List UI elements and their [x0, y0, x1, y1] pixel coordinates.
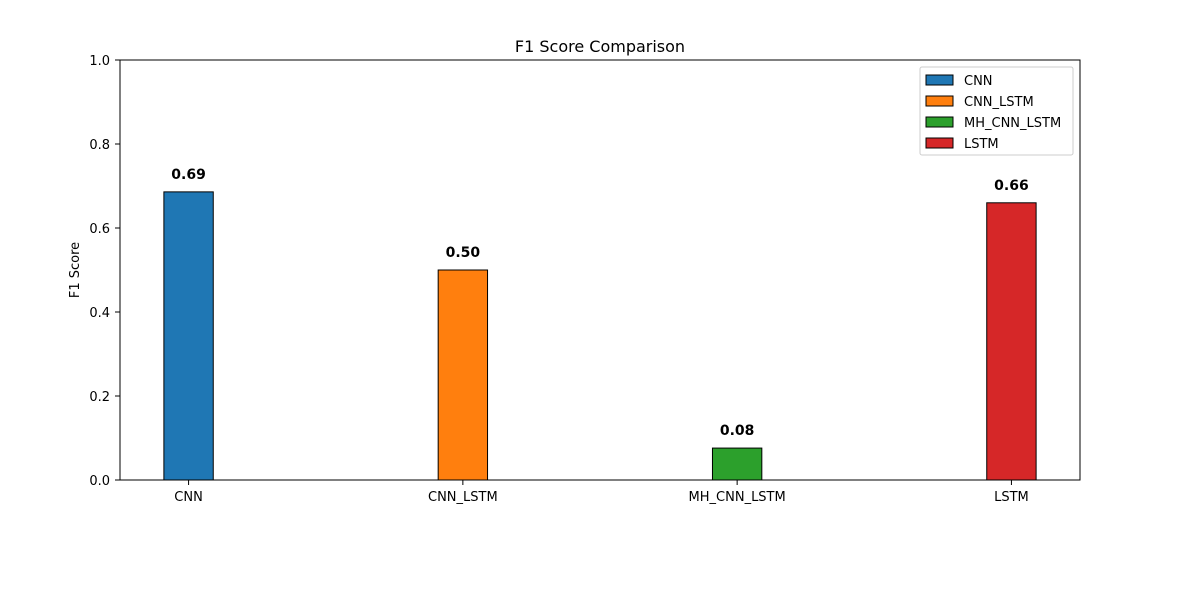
x-tick-label: MH_CNN_LSTM [689, 490, 786, 505]
legend-swatch [925, 74, 954, 86]
legend-label: CNN [964, 74, 993, 89]
legend-label: MH_CNN_LSTM [964, 116, 1061, 131]
y-tick-label: 0.2 [89, 390, 110, 405]
legend-label: LSTM [964, 137, 999, 152]
value-label: 0.08 [720, 423, 755, 439]
bar-mh-cnn-lstm [711, 447, 763, 481]
plot-area-frame [119, 59, 1081, 481]
legend-swatch [925, 137, 954, 149]
y-tick-label: 0.4 [89, 306, 110, 321]
chart-title: F1 Score Comparison [515, 37, 685, 56]
value-label: 0.69 [171, 167, 206, 183]
legend-label: CNN_LSTM [964, 95, 1034, 110]
legend-frame [919, 66, 1074, 156]
value-labels-group: 0.69 0.50 0.08 0.66 [171, 167, 1028, 439]
bar-cnn-lstm [437, 269, 489, 481]
x-tick-label: CNN [174, 490, 203, 505]
bars-group [163, 191, 1037, 481]
x-tick-label: LSTM [994, 490, 1029, 505]
legend: CNN CNN_LSTM MH_CNN_LSTM LSTM [919, 66, 1074, 156]
x-axis-ticks: CNN CNN_LSTM MH_CNN_LSTM LSTM [174, 480, 1029, 505]
y-tick-label: 0.0 [89, 474, 110, 489]
x-tick-label: CNN_LSTM [428, 490, 498, 505]
y-axis-label: F1 Score [68, 242, 83, 298]
bar-cnn [163, 191, 214, 481]
y-axis-ticks: 0.0 0.2 0.4 0.6 0.8 1.0 [89, 54, 120, 489]
legend-swatch [925, 116, 954, 128]
y-tick-label: 1.0 [89, 54, 110, 69]
y-tick-label: 0.8 [89, 138, 110, 153]
legend-swatch [925, 95, 954, 107]
value-label: 0.66 [994, 178, 1029, 194]
y-tick-label: 0.6 [89, 222, 110, 237]
value-label: 0.50 [446, 245, 481, 261]
bar-lstm [986, 202, 1037, 481]
